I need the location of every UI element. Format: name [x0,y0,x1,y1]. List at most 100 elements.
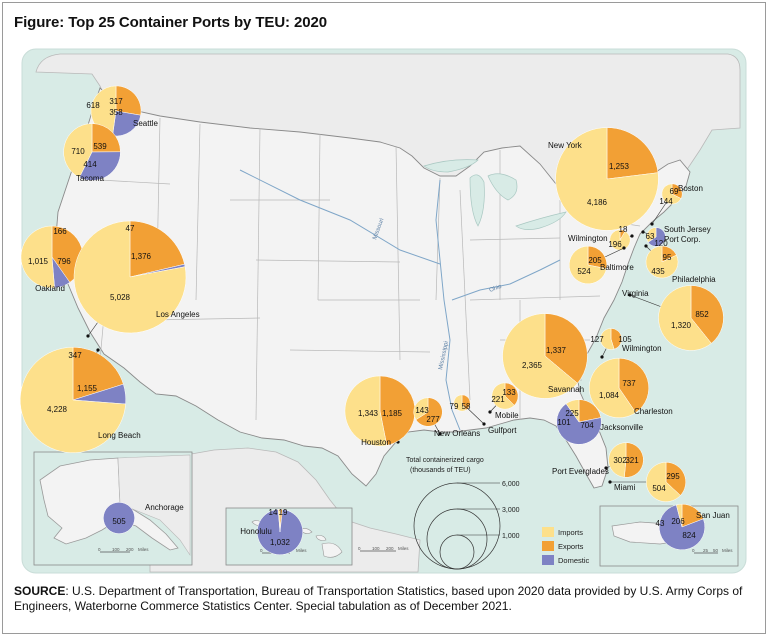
value-label-exports: 58 [462,402,471,411]
pie-slice-exports [606,127,659,180]
value-label-imports: 63 [646,232,655,241]
pie-slice-imports [413,397,429,421]
pie-slice-exports [129,220,185,278]
legend-swatch-domestic [542,555,554,565]
pie-slice-imports [661,183,682,205]
port-location-dot [630,234,634,238]
legend-size-1000: 1,000 [502,533,520,540]
value-label-domestic: 704 [580,421,594,430]
pie-slice-imports [555,127,659,231]
port-location-dot [608,480,612,484]
port-wilmington-14: 196 18 Wilmington [568,225,634,251]
pie-slice-imports [19,346,126,454]
alaska-scale-200: 200 [126,547,134,552]
pie-slice-imports [63,123,93,178]
value-label-exports: 19 [279,508,288,517]
value-label-imports: 1,084 [599,391,620,400]
port-name-label: Wilmington [622,344,662,353]
value-label-imports: 1,343 [358,409,379,418]
value-label-exports: 796 [57,257,71,266]
figure-title: Figure: Top 25 Container Ports by TEU: 2… [14,14,327,31]
pie-slice-exports [610,328,622,350]
value-label-exports: 321 [625,456,639,465]
value-label-domestic: 505 [112,517,126,526]
alaska-scale-100: 100 [112,547,120,552]
port-location-dot [438,432,442,436]
mainland-scale-0: 0 [358,546,361,551]
port-name-label: Port Everglades [552,467,609,476]
pie-slice-imports [491,382,515,410]
port-tacoma-1: 710 414 539 Tacoma [63,123,121,183]
legend-swatch-imports [542,527,554,537]
value-label-exports: 1,253 [609,162,630,171]
value-label-exports: 69 [670,187,679,196]
rivers [239,169,561,431]
value-label-imports: 101 [557,418,571,427]
port-long-beach-4: 4,228 1,155 347 Long Beach [19,346,141,454]
legend-swatch-exports [542,541,554,551]
pie-slice-exports [504,382,519,406]
port-location-dot [622,246,626,250]
port-location-dot [86,334,90,338]
value-label-domestic: 824 [682,531,696,540]
legend-size-6000: 6,000 [502,481,520,488]
value-label-imports: 43 [656,519,665,528]
legend-label-imports: Imports [558,528,583,537]
pr-scale-25: 25 [703,548,709,553]
legend-size-3000: 3,000 [502,507,520,514]
pie-slice-domestic [556,403,602,445]
port-houston-7: 1,343 1,185 Houston [344,375,416,447]
pie-slice-imports [565,399,580,423]
port-location-dot [488,410,492,414]
legend-label-domestic: Domestic [558,556,590,565]
mississippi-river [435,179,461,431]
value-label-exports: 1,185 [382,409,403,418]
port-anchorage-5: 505 Anchorage [103,502,184,534]
value-label-imports: 618 [86,101,100,110]
mainland-scale-200: 200 [386,546,394,551]
port-name-label: Los Angeles [156,310,200,319]
value-label-domestic: 347 [68,351,82,360]
alaska-inset: 0 100 200 Miles [33,451,193,566]
port-location-dot [600,355,604,359]
value-label-exports: 205 [588,256,602,265]
port-name-label: Honolulu [240,527,272,536]
port-name-label: Boston [678,184,703,193]
value-label-imports: 710 [71,147,85,156]
source-label: SOURCE [14,584,66,598]
hawaii-scale-0: 0 [260,548,263,553]
port-name-label: Seattle [133,119,158,128]
legend-label-exports: Exports [558,542,584,551]
value-label-imports: 14 [269,508,278,517]
value-label-imports: 127 [590,335,604,344]
value-label-imports: 5,028 [110,293,131,302]
value-label-exports: 277 [426,415,440,424]
pie-slice-imports [453,394,467,412]
port-location-dot [96,348,100,352]
value-label-exports: 358 [109,108,123,117]
pie-slice-exports [415,397,443,427]
port-name-label: South Jersey [664,225,711,234]
port-location-dot [482,422,486,426]
pie-slice-imports [73,220,187,334]
value-label-imports: 1,015 [28,257,49,266]
value-label-imports: 524 [577,267,591,276]
port-name-label: New Orleans [434,429,480,438]
pie-slice-imports [608,442,627,478]
ohio-river [451,259,561,301]
value-label-domestic: 166 [53,227,67,236]
port-name-label: Mobile [495,411,519,420]
port-name-label: Miami [614,483,636,492]
pie-slice-imports [646,227,657,243]
value-label-exports: 18 [619,225,628,234]
value-label-imports: 504 [652,484,666,493]
value-label-exports: 206 [671,517,685,526]
pie-slice-imports [20,225,55,289]
value-label-exports: 225 [565,409,579,418]
value-label-exports: 737 [622,379,636,388]
